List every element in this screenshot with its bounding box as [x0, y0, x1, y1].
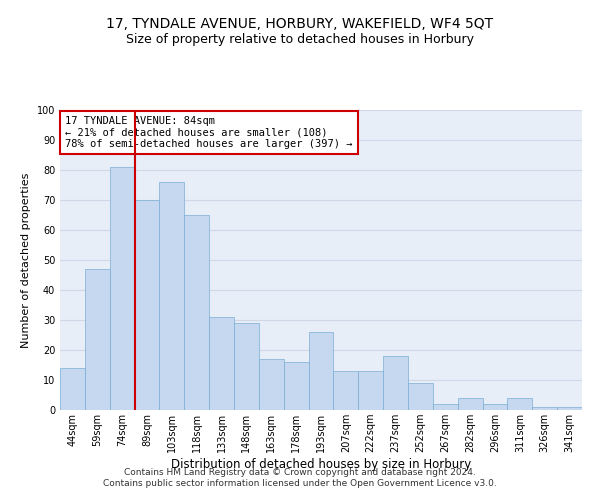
Text: 17, TYNDALE AVENUE, HORBURY, WAKEFIELD, WF4 5QT: 17, TYNDALE AVENUE, HORBURY, WAKEFIELD, … — [106, 18, 494, 32]
Text: Size of property relative to detached houses in Horbury: Size of property relative to detached ho… — [126, 32, 474, 46]
Bar — [334, 371, 358, 410]
Bar — [259, 359, 284, 410]
Bar — [160, 182, 184, 410]
Bar — [284, 362, 308, 410]
Bar — [508, 398, 532, 410]
Bar — [85, 269, 110, 410]
Y-axis label: Number of detached properties: Number of detached properties — [21, 172, 31, 348]
Bar — [482, 404, 508, 410]
Text: 17 TYNDALE AVENUE: 84sqm
← 21% of detached houses are smaller (108)
78% of semi-: 17 TYNDALE AVENUE: 84sqm ← 21% of detach… — [65, 116, 353, 149]
Bar — [234, 323, 259, 410]
Bar — [134, 200, 160, 410]
Bar — [408, 383, 433, 410]
Bar — [532, 407, 557, 410]
Bar — [557, 407, 582, 410]
Bar — [308, 332, 334, 410]
Text: Contains HM Land Registry data © Crown copyright and database right 2024.
Contai: Contains HM Land Registry data © Crown c… — [103, 468, 497, 487]
Bar — [433, 404, 458, 410]
Bar — [383, 356, 408, 410]
X-axis label: Distribution of detached houses by size in Horbury: Distribution of detached houses by size … — [171, 458, 471, 471]
Bar — [110, 167, 134, 410]
Bar — [60, 368, 85, 410]
Bar — [358, 371, 383, 410]
Bar — [209, 317, 234, 410]
Bar — [458, 398, 482, 410]
Bar — [184, 215, 209, 410]
